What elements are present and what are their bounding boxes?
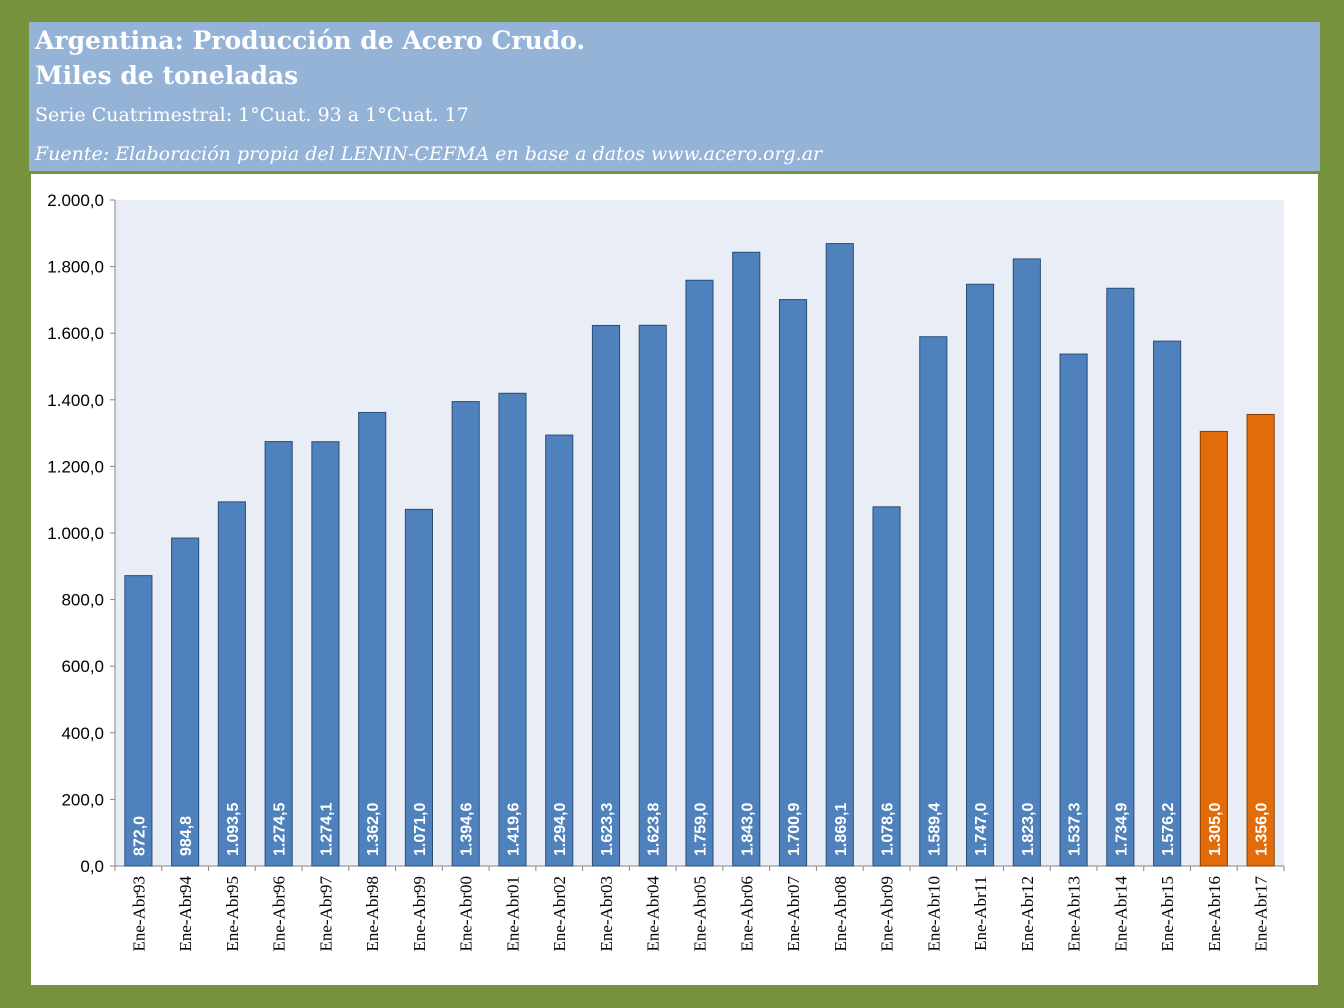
bar-Ene-Abr93 xyxy=(124,575,153,867)
bar-Ene-Abr17 xyxy=(1246,413,1275,867)
data-label: 1.419,6 xyxy=(505,803,522,856)
x-tick-label: Ene-Abr17 xyxy=(1252,876,1271,952)
bar-Ene-Abr01 xyxy=(498,392,527,867)
x-tick-label: Ene-Abr99 xyxy=(410,876,429,952)
data-label: 1.623,3 xyxy=(599,803,616,856)
data-label: 1.734,9 xyxy=(1113,803,1130,856)
data-label: 1.843,0 xyxy=(739,803,756,856)
data-label: 1.093,5 xyxy=(225,803,242,856)
chart-title-units: Miles de toneladas xyxy=(35,61,299,90)
bar-Ene-Abr12 xyxy=(1012,258,1041,867)
x-tick-label: Ene-Abr00 xyxy=(457,876,476,952)
bar-Ene-Abr02 xyxy=(545,434,574,867)
y-tick-label: 800,0 xyxy=(61,591,104,610)
data-label: 1.537,3 xyxy=(1067,803,1084,856)
data-label: 1.274,5 xyxy=(272,803,289,856)
bar-Ene-Abr05 xyxy=(685,279,714,867)
bar-Ene-Abr04 xyxy=(638,324,667,867)
chart-subtitle: Serie Cuatrimestral: 1°Cuat. 93 a 1°Cuat… xyxy=(35,104,469,126)
y-tick-label: 200,0 xyxy=(61,790,104,809)
bar-Ene-Abr15 xyxy=(1153,340,1182,867)
bar-chart: 0,0 200,0 400,0 600,0 800,0 1.000,0 1.200,0 1.4… xyxy=(47,191,1285,952)
x-tick-label: Ene-Abr04 xyxy=(644,876,663,952)
data-label: 984,8 xyxy=(178,816,195,856)
bar-Ene-Abr06 xyxy=(732,251,761,867)
x-tick-label: Ene-Abr02 xyxy=(550,876,569,952)
data-label: 1.071,0 xyxy=(412,803,429,856)
data-label: 1.589,4 xyxy=(926,803,943,856)
bar-Ene-Abr13 xyxy=(1059,353,1088,867)
bar-Ene-Abr16 xyxy=(1199,430,1228,867)
data-label: 1.700,9 xyxy=(786,803,803,856)
x-tick-label: Ene-Abr16 xyxy=(1205,876,1224,952)
y-tick-label: 1.000,0 xyxy=(47,524,104,543)
bar-Ene-Abr03 xyxy=(591,324,621,867)
y-tick-label: 1.400,0 xyxy=(47,391,104,410)
x-tick-label: Ene-Abr15 xyxy=(1158,876,1177,952)
bar-Ene-Abr96 xyxy=(264,441,293,867)
data-label: 1.078,6 xyxy=(880,803,897,856)
y-tick-label: 2.000,0 xyxy=(47,191,104,210)
x-tick-label: Ene-Abr07 xyxy=(784,876,803,952)
data-label: 872,0 xyxy=(131,816,148,856)
y-tick-label: 600,0 xyxy=(61,657,104,676)
x-tick-label: Ene-Abr93 xyxy=(129,876,148,952)
x-tick-label: Ene-Abr05 xyxy=(691,876,710,952)
data-label: 1.823,0 xyxy=(1020,803,1037,856)
x-tick-label: Ene-Abr95 xyxy=(223,876,242,952)
bar-Ene-Abr97 xyxy=(311,441,340,867)
data-label: 1.305,0 xyxy=(1207,803,1224,856)
x-tick-label: Ene-Abr06 xyxy=(737,876,756,952)
x-tick-label: Ene-Abr12 xyxy=(1018,876,1037,952)
y-tick-label: 0,0 xyxy=(80,857,104,876)
x-tick-label: Ene-Abr09 xyxy=(878,876,897,952)
y-tick-label: 1.200,0 xyxy=(47,457,104,476)
x-tick-label: Ene-Abr08 xyxy=(831,876,850,952)
data-label: 1.294,0 xyxy=(552,803,569,856)
x-tick-label: Ene-Abr96 xyxy=(270,876,289,952)
x-tick-label: Ene-Abr14 xyxy=(1111,876,1130,952)
chart-area: 0,0 200,0 400,0 600,0 800,0 1.000,0 1.200,0 1.4… xyxy=(31,174,1318,985)
data-label: 1.356,0 xyxy=(1254,803,1271,856)
chart-header: Argentina: Producción de Acero Crudo. Mi… xyxy=(29,22,1320,171)
data-label: 1.394,6 xyxy=(459,803,476,856)
x-tick-label: Ene-Abr11 xyxy=(971,876,990,951)
x-tick-label: Ene-Abr10 xyxy=(924,876,943,952)
bar-Ene-Abr11 xyxy=(965,283,995,867)
data-label: 1.623,8 xyxy=(646,803,663,856)
y-tick-label: 400,0 xyxy=(61,724,104,743)
bar-Ene-Abr14 xyxy=(1106,287,1135,867)
x-tick-label: Ene-Abr98 xyxy=(363,876,382,952)
data-label: 1.576,2 xyxy=(1160,803,1177,856)
data-label: 1.759,0 xyxy=(693,803,710,856)
x-tick-label: Ene-Abr03 xyxy=(597,876,616,952)
bar-Ene-Abr08 xyxy=(825,243,854,867)
x-tick-label: Ene-Abr94 xyxy=(176,876,195,952)
data-label: 1.747,0 xyxy=(973,803,990,856)
bar-Ene-Abr99 xyxy=(404,508,434,867)
bar-Ene-Abr95 xyxy=(217,501,246,867)
bar-Ene-Abr94 xyxy=(171,537,200,867)
x-tick-label: Ene-Abr13 xyxy=(1065,876,1084,952)
x-tick-label: Ene-Abr01 xyxy=(503,876,522,952)
bar-Ene-Abr00 xyxy=(451,401,480,867)
data-label: 1.362,0 xyxy=(365,803,382,856)
x-tick-label: Ene-Abr97 xyxy=(316,876,335,952)
data-label: 1.869,1 xyxy=(833,803,850,856)
y-tick-label: 1.600,0 xyxy=(47,324,104,343)
chart-title: Argentina: Producción de Acero Crudo. xyxy=(35,26,586,55)
y-tick-label: 1.800,0 xyxy=(47,258,104,277)
bar-Ene-Abr98 xyxy=(358,411,387,867)
chart-source: Fuente: Elaboración propia del LENIN-CEF… xyxy=(35,143,823,165)
bar-Ene-Abr09 xyxy=(872,506,901,867)
bar-Ene-Abr10 xyxy=(919,336,948,867)
data-label: 1.274,1 xyxy=(318,803,335,856)
bar-Ene-Abr07 xyxy=(778,299,808,867)
